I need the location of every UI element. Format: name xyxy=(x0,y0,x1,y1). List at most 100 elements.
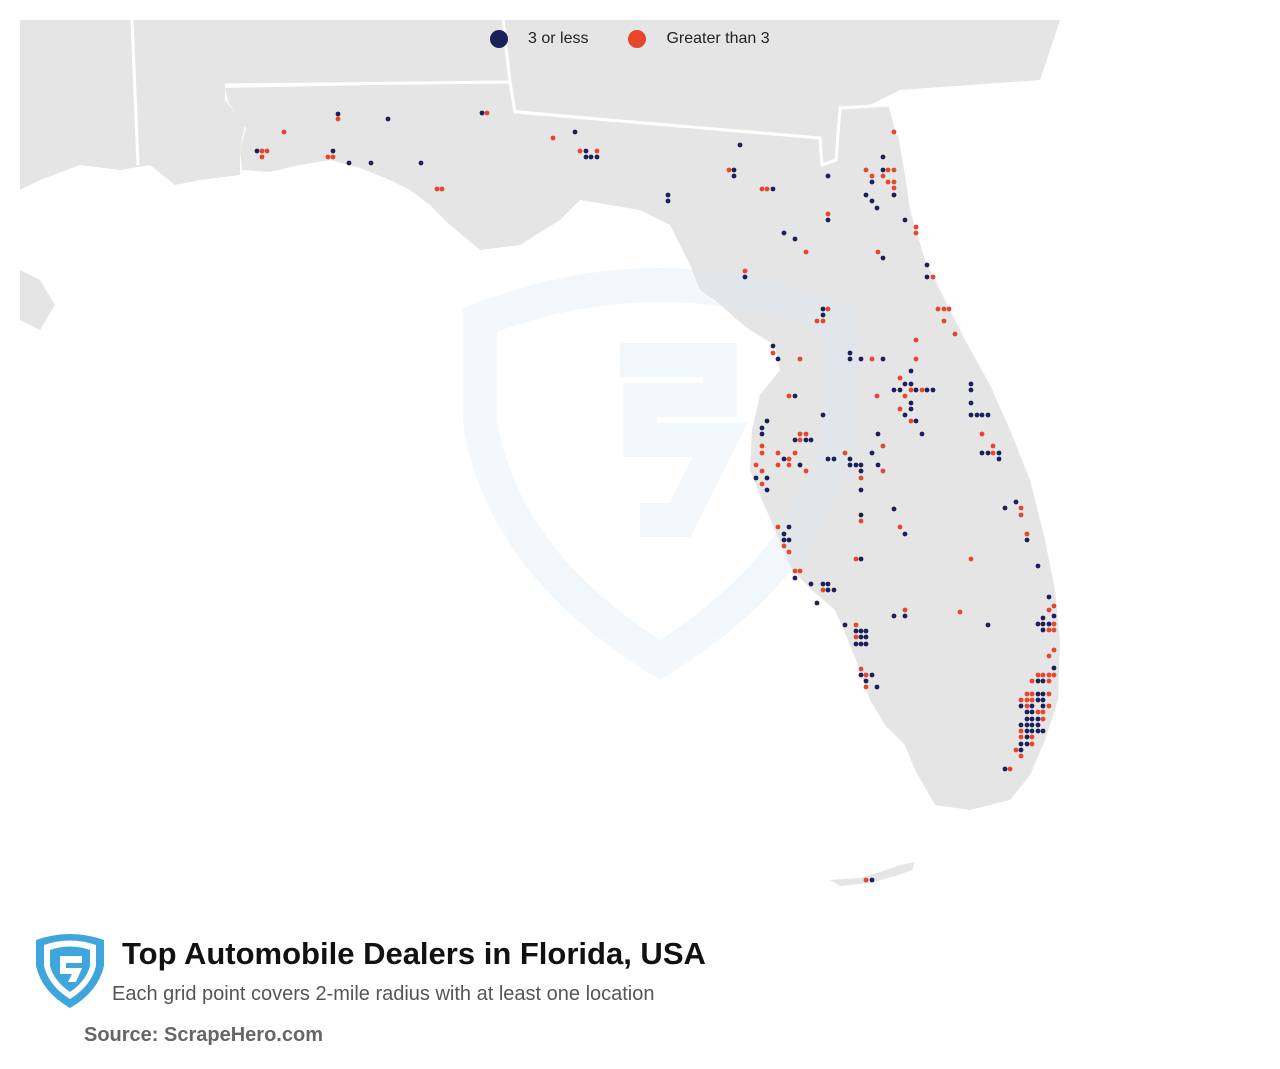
grid-point-high xyxy=(281,129,287,135)
grid-point-low xyxy=(803,437,809,443)
grid-point-high xyxy=(858,518,864,524)
florida-land xyxy=(225,82,1060,810)
grid-point-high xyxy=(869,173,875,179)
grid-point-low xyxy=(665,192,671,198)
grid-point-low xyxy=(858,462,864,468)
grid-point-high xyxy=(1046,691,1052,697)
grid-point-low xyxy=(1024,741,1030,747)
grid-point-high xyxy=(908,387,914,393)
grid-point-low xyxy=(825,581,831,587)
grid-point-high xyxy=(1018,734,1024,740)
grid-point-low xyxy=(820,412,826,418)
grid-point-low xyxy=(385,116,391,122)
grid-point-high xyxy=(797,356,803,362)
grid-point-low xyxy=(1046,594,1052,600)
grid-point-high xyxy=(1029,741,1035,747)
grid-point-high xyxy=(726,167,732,173)
grid-point-low xyxy=(1018,747,1024,753)
grid-point-low xyxy=(1024,722,1030,728)
grid-point-high xyxy=(792,450,798,456)
grid-point-high xyxy=(863,167,869,173)
grid-point-low xyxy=(874,684,880,690)
grid-point-high xyxy=(952,331,958,337)
grid-point-low xyxy=(781,537,787,543)
grid-point-high xyxy=(759,481,765,487)
grid-point-low xyxy=(368,160,374,166)
grid-point-high xyxy=(484,110,490,116)
grid-point-low xyxy=(1018,722,1024,728)
grid-point-low xyxy=(759,425,765,431)
grid-point-low xyxy=(869,179,875,185)
grid-point-low xyxy=(880,255,886,261)
grid-point-high xyxy=(1029,697,1035,703)
grid-point-high xyxy=(1029,734,1035,740)
grid-point-high xyxy=(858,666,864,672)
grid-point-high xyxy=(935,306,941,312)
grid-point-high xyxy=(957,609,963,615)
florida-map xyxy=(20,19,1060,886)
grid-point-high xyxy=(742,268,748,274)
grid-point-high xyxy=(875,249,881,255)
grid-point-low xyxy=(924,274,930,280)
grid-point-high xyxy=(434,186,440,192)
grid-point-high xyxy=(797,437,803,443)
grid-point-low xyxy=(858,641,864,647)
grid-point-high xyxy=(1035,672,1041,678)
grid-point-low xyxy=(1029,728,1035,734)
grid-point-low xyxy=(1018,703,1024,709)
grid-point-low xyxy=(1040,703,1046,709)
grid-point-low xyxy=(1040,627,1046,633)
grid-point-low xyxy=(665,198,671,204)
state-borders xyxy=(130,19,900,168)
grid-point-low xyxy=(891,506,897,512)
grid-point-high xyxy=(335,116,341,122)
grid-point-low xyxy=(731,167,737,173)
grid-point-low xyxy=(902,412,908,418)
grid-point-low xyxy=(797,462,803,468)
grid-point-low xyxy=(781,456,787,462)
grid-point-low xyxy=(770,343,776,349)
grid-point-low xyxy=(1018,741,1024,747)
grid-point-low xyxy=(974,412,980,418)
grid-point-high xyxy=(759,186,765,192)
grid-point-high xyxy=(820,318,826,324)
grid-point-low xyxy=(863,678,869,684)
grid-point-low xyxy=(1046,621,1052,627)
grid-point-high xyxy=(803,249,809,255)
grid-point-low xyxy=(792,393,798,399)
grid-point-high xyxy=(1051,672,1057,678)
grid-point-low xyxy=(1035,691,1041,697)
grid-point-high xyxy=(1007,766,1013,772)
grid-point-low xyxy=(869,877,875,883)
grid-point-high xyxy=(885,167,891,173)
grid-point-high xyxy=(792,568,798,574)
grid-point-high xyxy=(919,387,925,393)
grid-point-low xyxy=(820,581,826,587)
grid-point-high xyxy=(1051,621,1057,627)
grid-point-high xyxy=(439,186,445,192)
grid-point-low xyxy=(863,641,869,647)
grid-point-high xyxy=(891,129,897,135)
grid-point-high xyxy=(1029,678,1035,684)
grid-point-high xyxy=(913,337,919,343)
grid-point-high xyxy=(775,524,781,530)
grid-point-low xyxy=(820,312,826,318)
grid-point-low xyxy=(594,154,600,160)
grid-point-high xyxy=(842,450,848,456)
land xyxy=(20,20,1060,886)
grid-point-low xyxy=(1035,697,1041,703)
grid-point-low xyxy=(891,387,897,393)
grid-point-low xyxy=(831,587,837,593)
grid-point-low xyxy=(863,634,869,640)
grid-point-low xyxy=(1024,734,1030,740)
grid-point-low xyxy=(858,556,864,562)
grid-point-low xyxy=(902,217,908,223)
grid-point-low xyxy=(968,387,974,393)
grid-point-high xyxy=(759,443,765,449)
grid-point-high xyxy=(1018,728,1024,734)
grid-point-high xyxy=(1051,647,1057,653)
grid-point-low xyxy=(880,154,886,160)
grid-point-low xyxy=(1035,563,1041,569)
grid-point-low xyxy=(1035,716,1041,722)
grid-point-low xyxy=(1040,621,1046,627)
